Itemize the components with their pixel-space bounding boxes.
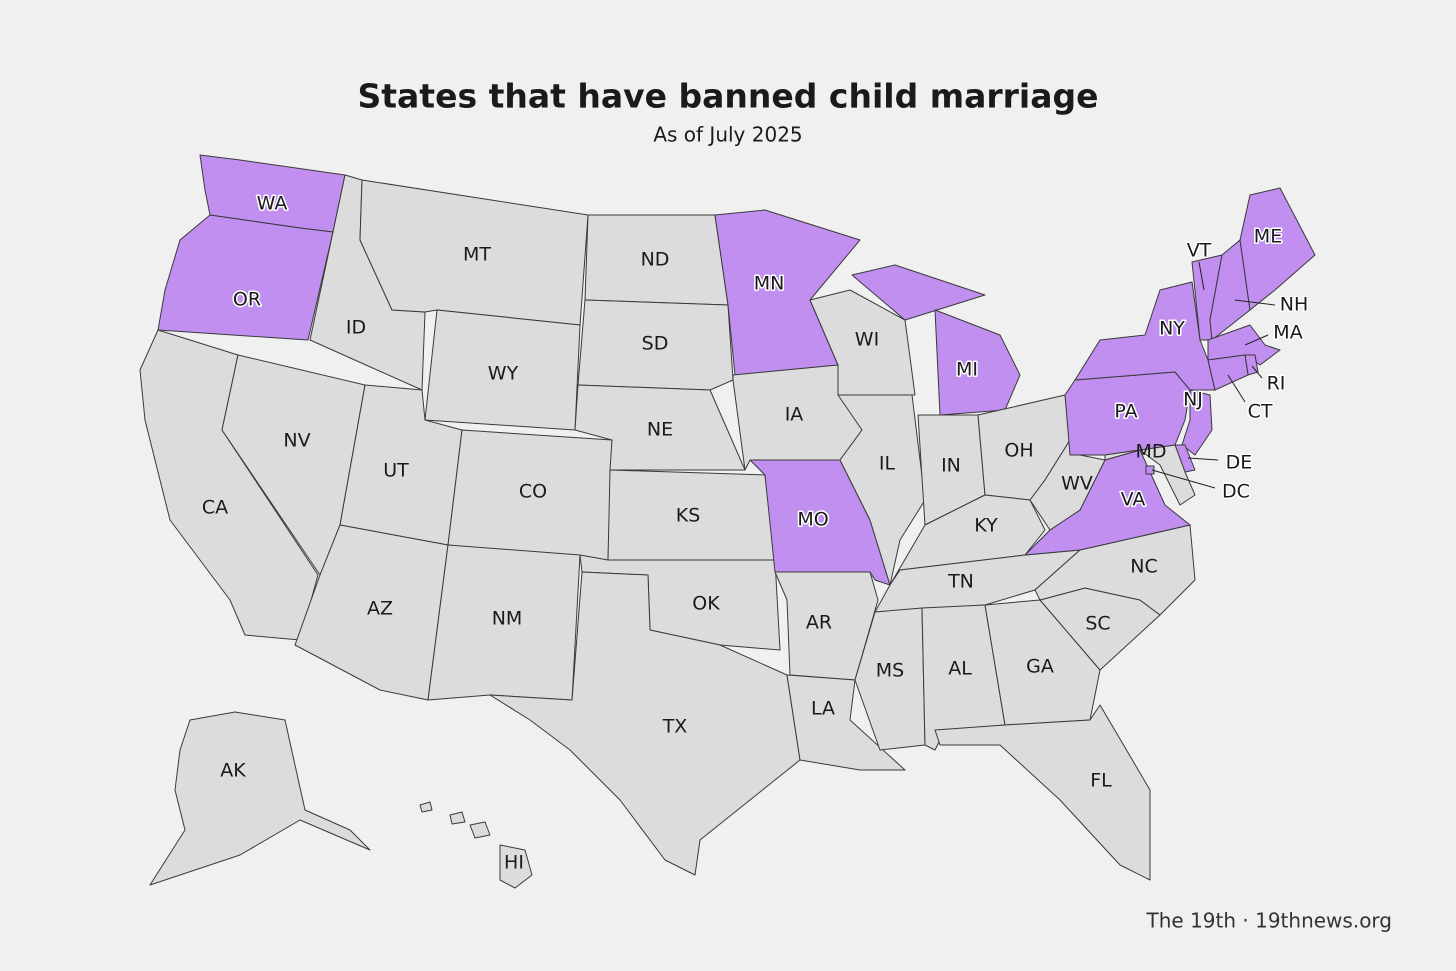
state-shape (149, 711, 371, 886)
state-label: AZ (367, 598, 393, 620)
state-label: IL (879, 453, 896, 475)
state-shape (809, 289, 916, 396)
state-label: ID (346, 317, 366, 339)
state-label: ND (641, 249, 670, 271)
leader-line (1234, 299, 1276, 306)
state-label: RI (1267, 373, 1286, 395)
state-label: MA (1273, 322, 1302, 344)
state-label: DC (1222, 481, 1250, 503)
leader-line (1151, 469, 1216, 489)
state-label: NY (1159, 318, 1185, 340)
state-shape (1239, 187, 1316, 311)
state-shape (577, 299, 734, 391)
state-label: NV (283, 430, 310, 452)
state-label: MD (1135, 441, 1166, 463)
state-shape (1209, 239, 1251, 341)
state-shape (419, 801, 433, 813)
state-shape (157, 214, 334, 341)
state-label: OH (1004, 440, 1033, 462)
state-label: CA (202, 497, 228, 519)
state-label: VT (1187, 240, 1212, 262)
state-label: NC (1130, 556, 1157, 578)
state-label: CO (519, 481, 547, 503)
state-label: DE (1226, 452, 1253, 474)
state-shape (489, 571, 801, 876)
state-shape (469, 821, 491, 839)
state-label: HI (504, 852, 524, 874)
state-label: KS (676, 505, 701, 527)
state-shape (499, 844, 533, 889)
state-label: NH (1280, 294, 1309, 316)
state-label: VA (1121, 489, 1146, 511)
state-label: FL (1090, 770, 1112, 792)
state-label: GA (1026, 656, 1054, 678)
state-label: MT (463, 244, 491, 266)
state-label: NJ (1183, 389, 1203, 411)
state-label: IA (785, 404, 804, 426)
state-label: TX (662, 716, 688, 738)
subtitle: As of July 2025 (653, 123, 802, 147)
source: The 19th · 19thnews.org (1146, 909, 1392, 933)
states (139, 154, 1316, 889)
state-shape (1145, 465, 1155, 475)
leader-line (1244, 334, 1269, 346)
state-shape (934, 309, 1021, 416)
state-shape (1104, 444, 1196, 506)
state-label: AK (220, 760, 246, 782)
state-shape (854, 607, 926, 751)
state-label: MI (956, 359, 978, 381)
state-shape (1207, 354, 1249, 391)
state-shape (359, 179, 589, 326)
state-shape (851, 264, 986, 321)
state-label: LA (811, 698, 835, 720)
state-label: OR (233, 289, 261, 311)
state-shape (1181, 389, 1213, 456)
leader-line (1251, 365, 1263, 379)
state-shape (449, 811, 466, 825)
state-label: UT (383, 460, 409, 482)
leader-line (1187, 457, 1219, 461)
state-label: WA (257, 193, 288, 215)
state-label: ME (1254, 226, 1282, 248)
state-label: AL (948, 658, 972, 680)
state-label: PA (1114, 401, 1137, 423)
state-label: OK (692, 593, 720, 615)
leader-line (1198, 261, 1205, 291)
state-label: AR (806, 612, 832, 634)
state-label: WI (855, 329, 879, 351)
state-label: SD (642, 333, 669, 355)
state-label: KY (974, 515, 998, 537)
state-labels: WA OR CA ID NV MT WY UT AZ CO NM ND SD NE KS OK TX MN IA MO… (202, 191, 1310, 874)
state-shape (934, 704, 1151, 881)
leader-line (1227, 374, 1246, 403)
state-label: CT (1248, 401, 1273, 423)
title: States that have banned child marriage (358, 77, 1099, 116)
state-label: MN (754, 273, 785, 295)
state-label: NE (647, 419, 673, 441)
state-label: SC (1085, 613, 1110, 635)
state-label: IN (941, 455, 961, 477)
state-label: MO (797, 509, 828, 531)
state-label: MS (876, 660, 904, 682)
state-label: TN (947, 571, 974, 593)
state-label: WV (1061, 473, 1093, 495)
state-label: NM (492, 608, 523, 630)
state-shape (984, 599, 1101, 726)
state-label: WY (488, 363, 519, 385)
